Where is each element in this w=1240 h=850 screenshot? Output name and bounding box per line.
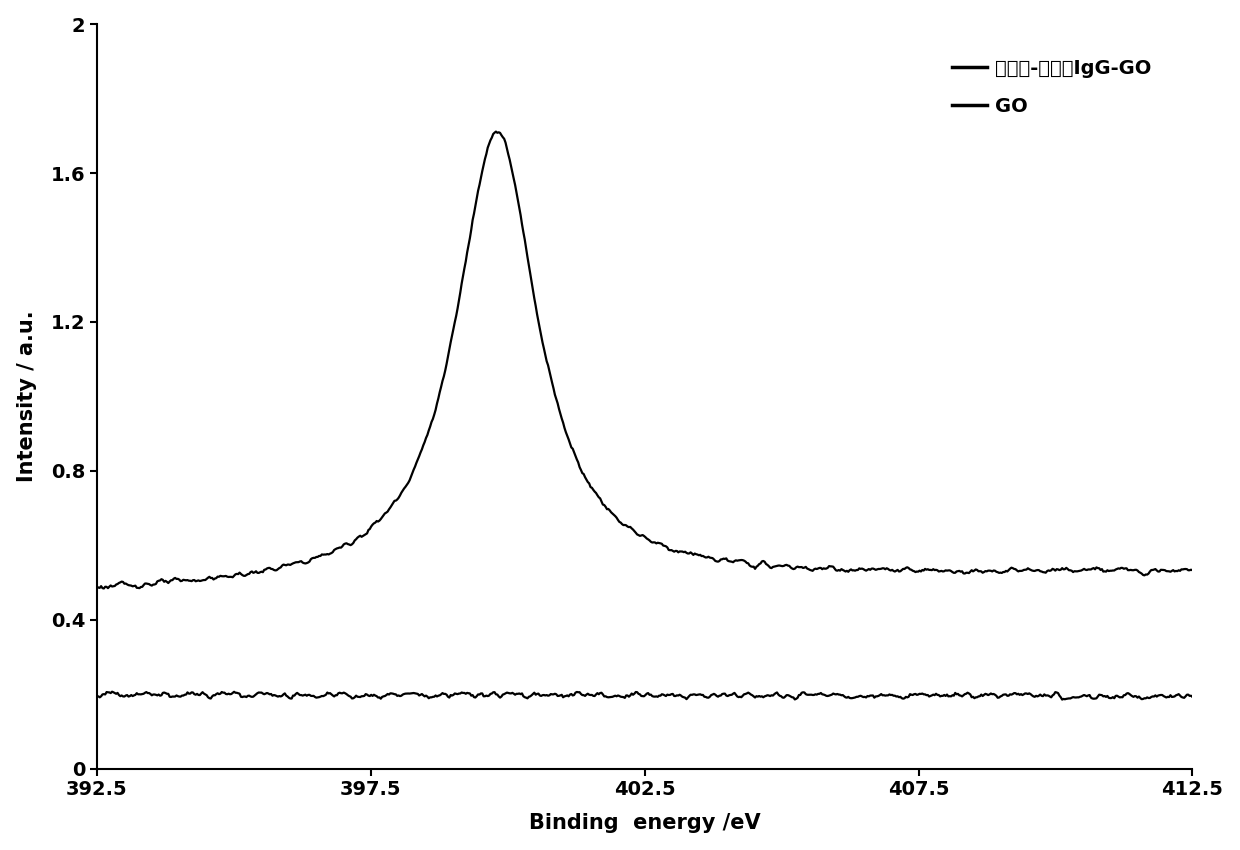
Y-axis label: Intensity / a.u.: Intensity / a.u.: [16, 310, 37, 482]
X-axis label: Binding  energy /eV: Binding energy /eV: [529, 813, 760, 833]
Legend: 生物素-羊抗兔IgG-GO, GO: 生物素-羊抗兔IgG-GO, GO: [942, 48, 1161, 126]
